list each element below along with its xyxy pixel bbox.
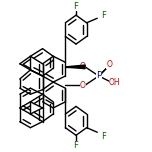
Text: O: O: [106, 60, 112, 69]
Text: F: F: [74, 141, 78, 150]
Text: O: O: [80, 81, 86, 90]
Text: F: F: [101, 132, 106, 141]
Text: F: F: [74, 2, 78, 11]
Text: O: O: [80, 62, 86, 71]
Text: P: P: [96, 71, 102, 81]
Text: OH: OH: [109, 78, 121, 87]
Polygon shape: [65, 65, 85, 69]
Text: F: F: [101, 11, 106, 20]
